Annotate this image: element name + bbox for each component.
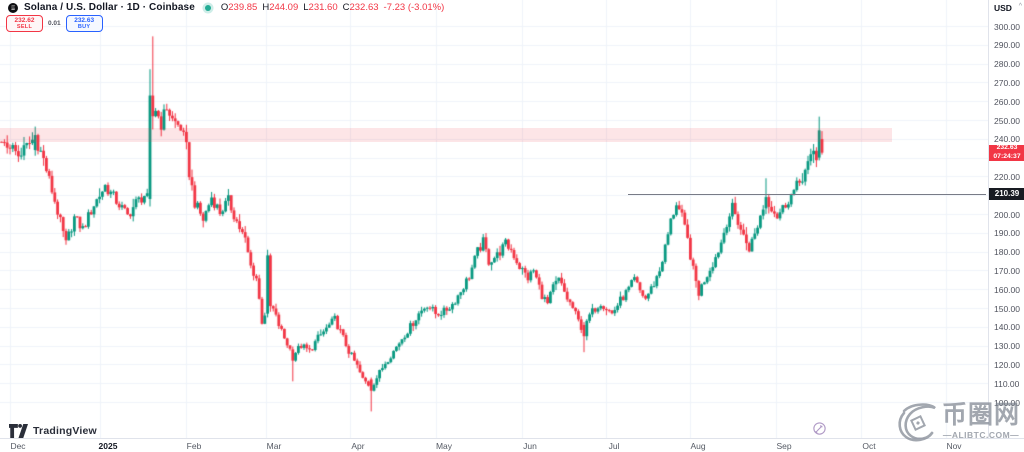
symbol-legend: Solana / U.S. Dollar · 1D · Coinbase O23…: [8, 2, 444, 13]
price-tick-label: 170.00: [994, 265, 1020, 276]
time-axis-label: Aug: [690, 441, 706, 451]
price-tick-label: 290.00: [994, 40, 1020, 51]
time-axis-label: Oct: [862, 441, 876, 451]
ohlc-values: O239.85 H244.09 L231.60 C232.63 -7.23 (-…: [221, 2, 444, 13]
high-value: 244.09: [269, 2, 299, 13]
last-price-value: 232.63: [996, 144, 1018, 152]
time-axis-label: Nov: [946, 441, 962, 451]
price-tick-label: 160.00: [994, 284, 1020, 295]
bar-countdown: 07:24:37: [993, 152, 1021, 160]
time-axis-label: Mar: [266, 441, 282, 451]
time-axis-label: Sep: [776, 441, 792, 451]
buy-price: 232.63: [74, 16, 95, 24]
price-tick-label: 110.00: [994, 378, 1020, 389]
low-value: 231.60: [308, 2, 338, 13]
price-tick-label: 150.00: [994, 303, 1020, 314]
price-tick-label: 240.00: [994, 134, 1020, 145]
price-tick-label: 100.00: [994, 397, 1020, 408]
open-label: O: [220, 2, 229, 13]
time-axis-label: Jul: [608, 441, 620, 451]
spread-value: 0.01: [48, 20, 61, 27]
tradingview-attribution[interactable]: TradingView: [9, 424, 97, 438]
price-tick-label: 260.00: [994, 96, 1020, 107]
level-price-badge: 210.39: [989, 188, 1024, 201]
time-axis-label: Dec: [10, 441, 26, 451]
price-tick-label: 130.00: [994, 341, 1020, 352]
high-label: H: [262, 2, 270, 13]
solana-logo-icon: [8, 2, 18, 13]
calendar-event-icon[interactable]: [812, 421, 827, 436]
price-tick-label: 250.00: [994, 115, 1020, 126]
time-axis-label: Jun: [523, 441, 537, 451]
tradingview-logo-text: TradingView: [33, 425, 97, 437]
close-label: C: [342, 2, 350, 13]
time-axis-label: May: [435, 441, 453, 451]
time-axis-label: 2025: [98, 441, 118, 451]
close-value: 232.63: [349, 2, 379, 13]
tradingview-logo-icon: [9, 424, 28, 438]
price-tick-label: 270.00: [994, 77, 1020, 88]
sell-button[interactable]: 232.62 SELL: [6, 15, 43, 32]
price-tick-label: 200.00: [994, 209, 1020, 220]
price-tick-label: 140.00: [994, 322, 1020, 333]
market-status-icon[interactable]: [204, 4, 211, 11]
price-tick-label: 190.00: [994, 228, 1020, 239]
open-value: 239.85: [228, 2, 258, 13]
time-axis[interactable]: Dec 2025 Feb Mar Apr May Jun Jul Aug Sep Oct Nov: [0, 438, 1024, 452]
price-tick-label: 300.00: [994, 21, 1020, 32]
price-axis[interactable]: USD ^ 300.00 290.00 280.00 270.00 260.00 250.…: [988, 0, 1024, 438]
sell-price: 232.62: [14, 16, 35, 24]
candlestick-chart[interactable]: [0, 0, 990, 438]
buy-label: BUY: [77, 24, 91, 31]
price-tick-label: 180.00: [994, 247, 1020, 258]
symbol-title[interactable]: Solana / U.S. Dollar · 1D · Coinbase: [24, 2, 195, 13]
last-price-badge: 232.63 07:24:37: [989, 144, 1024, 161]
low-label: L: [303, 2, 309, 13]
price-tick-label: 120.00: [994, 359, 1020, 370]
price-tick-label: 280.00: [994, 59, 1020, 70]
time-axis-label: Apr: [351, 441, 365, 451]
sell-label: SELL: [16, 24, 33, 31]
price-tick-label: 220.00: [994, 171, 1020, 182]
time-axis-label: Feb: [186, 441, 202, 451]
buy-button[interactable]: 232.63 BUY: [65, 15, 103, 32]
support-line-drawing[interactable]: [628, 193, 986, 195]
change-value: -7.23 (-3.01%): [383, 2, 445, 13]
axis-caret-icon: ^: [1018, 3, 1022, 10]
resistance-zone-drawing[interactable]: [0, 127, 892, 142]
trade-panel: 232.62 SELL 0.01 232.63 BUY: [6, 15, 103, 32]
price-axis-unit[interactable]: USD: [994, 3, 1012, 13]
